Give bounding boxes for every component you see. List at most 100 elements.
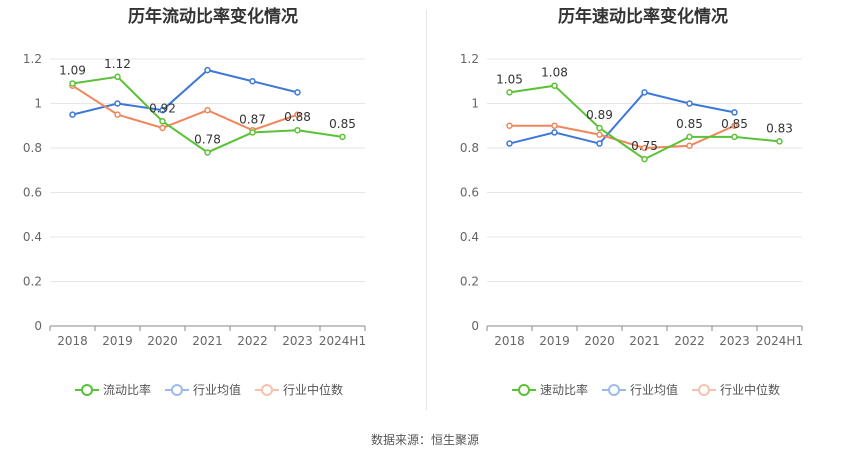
x-tick-label: 2022 [674, 334, 705, 348]
legend-current-ratio: 流动比率 行业均值 行业中位数 [75, 381, 343, 398]
data-point [551, 82, 558, 89]
data-label: 0.92 [149, 101, 176, 115]
data-label: 0.89 [586, 108, 613, 122]
legend-item-industry-average[interactable]: 行业均值 [602, 381, 678, 398]
y-tick-label: 0.4 [23, 230, 42, 244]
x-tick-label: 2018 [494, 334, 525, 348]
legend-line-marker-icon [255, 383, 280, 397]
data-label: 0.83 [766, 121, 793, 135]
y-tick-label: 0.2 [23, 275, 42, 289]
y-tick-label: 0.8 [460, 141, 479, 155]
legend-item-current-ratio[interactable]: 流动比率 [75, 381, 151, 398]
data-point [204, 66, 211, 74]
y-tick-label: 0.4 [460, 230, 479, 244]
legend-label: 行业中位数 [720, 383, 781, 397]
data-label: 0.85 [676, 117, 703, 131]
data-label: 1.05 [496, 72, 523, 86]
data-point [114, 100, 121, 107]
data-label: 0.85 [329, 117, 356, 131]
data-point [249, 129, 256, 136]
data-point [294, 111, 301, 118]
data-point [204, 149, 211, 156]
data-point [731, 109, 738, 116]
x-tick-label: 2023 [719, 334, 750, 348]
x-tick-label: 2024H1 [756, 334, 803, 348]
legend-label: 行业均值 [630, 383, 679, 397]
y-tick-label: 0.6 [460, 186, 479, 200]
data-point [641, 155, 648, 163]
data-label: 0.87 [239, 112, 266, 126]
data-point [69, 111, 76, 118]
y-tick-label: 1 [34, 97, 42, 111]
legend-item-industry-median[interactable]: 行业中位数 [255, 381, 343, 398]
data-point [731, 122, 738, 129]
series-line [72, 69, 298, 116]
y-tick-label: 1.2 [23, 52, 42, 66]
legend-line-marker-icon [602, 383, 627, 397]
data-point [69, 80, 76, 87]
data-point [596, 140, 603, 147]
x-tick-label: 2019 [539, 334, 570, 348]
data-point [506, 122, 513, 129]
data-point [686, 133, 693, 141]
legend-label: 行业中位数 [283, 383, 344, 397]
legend-item-industry-median[interactable]: 行业中位数 [692, 381, 780, 398]
legend-item-quick-ratio[interactable]: 速动比率 [512, 381, 588, 398]
x-tick-label: 2020 [584, 334, 615, 348]
chart-title-quick-ratio: 历年速动比率变化情况 [558, 7, 728, 27]
chart-title-current-ratio: 历年流动比率变化情况 [128, 7, 298, 27]
data-point [204, 106, 211, 114]
legend-line-marker-icon [75, 383, 99, 397]
data-point [506, 140, 513, 147]
legend-line-marker-icon [692, 383, 717, 397]
x-tick-label: 2020 [147, 334, 178, 348]
data-point [159, 118, 166, 125]
data-label: 1.09 [59, 63, 86, 77]
data-point [294, 126, 301, 134]
legend-label: 速动比率 [540, 383, 589, 397]
data-label: 1.12 [104, 57, 131, 71]
data-point [641, 89, 648, 96]
data-point [159, 124, 166, 132]
data-label: 0.78 [194, 132, 221, 146]
data-point [641, 144, 648, 152]
data-point [596, 131, 603, 138]
data-point [686, 100, 693, 107]
y-tick-label: 1.2 [460, 52, 479, 66]
y-tick-label: 0.8 [23, 141, 42, 155]
chart-quick-ratio: 0 0.2 0.4 0.6 0.8 1 1.2 2018 2019 2020 2021 2022 202… [460, 52, 803, 348]
x-tick-label: 2019 [102, 334, 133, 348]
legend-quick-ratio: 速动比率 行业均值 行业中位数 [512, 381, 780, 398]
legend-label: 流动比率 [103, 383, 152, 397]
y-tick-label: 0.2 [460, 275, 479, 289]
legend-label: 行业均值 [193, 383, 242, 397]
data-point [776, 138, 783, 145]
chart-current-ratio: 0 0.2 0.4 0.6 0.8 1 1.2 2018 2019 2020 2021 2022 202… [23, 52, 366, 348]
data-point [596, 124, 603, 132]
data-point [339, 133, 346, 141]
y-tick-label: 0 [34, 319, 42, 333]
data-point [686, 142, 693, 150]
series-line [71, 84, 298, 132]
legend-item-industry-average[interactable]: 行业均值 [165, 381, 241, 398]
x-tick-label: 2021 [192, 334, 223, 348]
x-tick-label: 2024H1 [319, 334, 366, 348]
data-point [294, 89, 301, 96]
data-label: 0.85 [721, 117, 748, 131]
chart-divider [426, 10, 427, 410]
data-point [506, 89, 513, 96]
x-tick-label: 2021 [629, 334, 660, 348]
y-tick-label: 1 [471, 97, 479, 111]
x-tick-label: 2022 [237, 334, 268, 348]
series-line [509, 91, 735, 145]
legend-line-marker-icon [512, 383, 536, 397]
series-line [509, 124, 735, 150]
y-tick-label: 0.6 [23, 186, 42, 200]
data-source-note: 数据来源：恒生聚源 [370, 433, 479, 447]
data-point [114, 111, 121, 118]
data-label: 1.08 [541, 66, 568, 80]
x-tick-label: 2023 [282, 334, 313, 348]
data-point [159, 106, 166, 114]
data-label: 0.75 [631, 139, 658, 153]
legend-line-marker-icon [165, 383, 190, 397]
